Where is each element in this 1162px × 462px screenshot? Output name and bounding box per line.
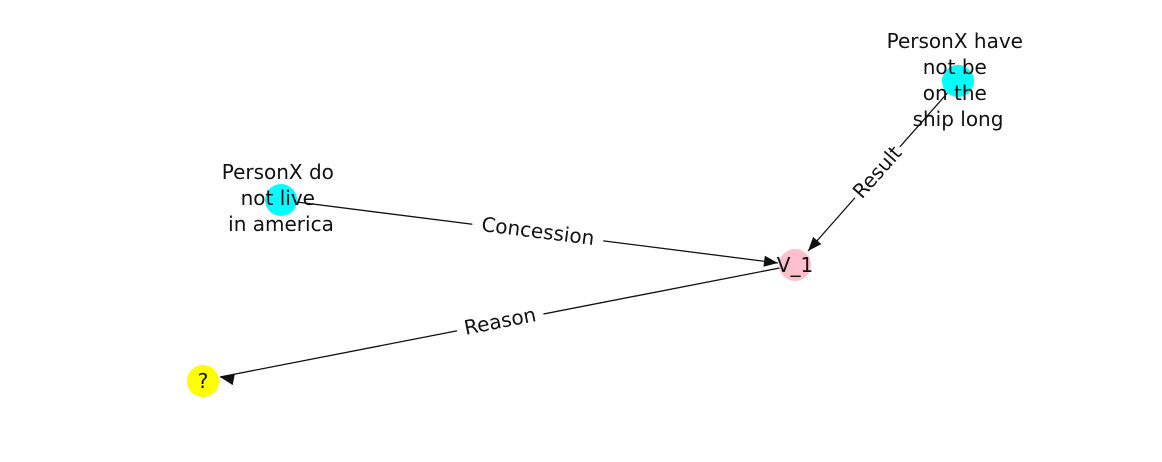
node-label-line: on the xyxy=(923,81,987,105)
edge-label-reason-group: Reason xyxy=(454,298,546,344)
edge-label-result-group: Result xyxy=(844,137,910,207)
node-label-line: not live xyxy=(241,186,315,210)
edge-label-result: Result xyxy=(848,141,907,203)
edge-label-concession-group: Concession xyxy=(470,208,606,254)
node-label-line: PersonX have xyxy=(887,29,1023,53)
node-question xyxy=(187,365,219,397)
node-personx-have-not-be-on-the-ship-long xyxy=(942,65,974,97)
node-label-line: not be xyxy=(923,55,987,79)
node-label-v1: V_1 xyxy=(777,253,813,277)
node-label-question: ? xyxy=(198,369,209,393)
node-label-line: ship long xyxy=(913,107,1004,131)
node-personx-do-not-live-in-america xyxy=(265,184,297,216)
node-label-personx-do-not-live-in-america: PersonX do not live in america xyxy=(222,160,341,236)
node-label-personx-have-not-be-on-the-ship-long: PersonX have not be on the ship long xyxy=(887,29,1030,131)
node-label-line: in america xyxy=(228,212,334,236)
node-label-line: PersonX do xyxy=(222,160,334,184)
node-v1 xyxy=(779,249,811,281)
